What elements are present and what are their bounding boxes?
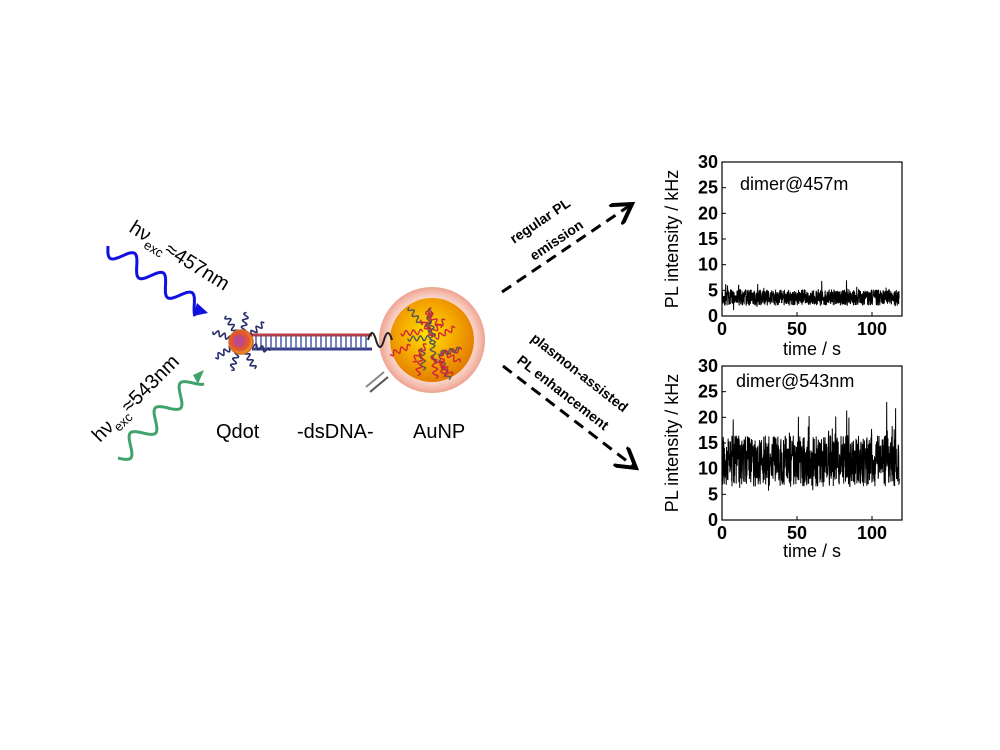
aunp-ligands: [389, 306, 463, 381]
y-tick-label: 25: [698, 178, 718, 198]
chart-457-trace: [721, 280, 900, 311]
chart-543-annotation: dimer@543nm: [736, 371, 854, 391]
dsdna-ladder: [252, 333, 372, 351]
blue-excitation-arrowhead: [193, 303, 208, 316]
y-tick-label: 10: [698, 459, 718, 479]
aunp-label: AuNP: [413, 421, 465, 443]
chart-543-ylabel: PL intensity / kHz: [662, 374, 682, 512]
y-tick-label: 30: [698, 356, 718, 376]
dsdna-label: -dsDNA-: [297, 421, 374, 443]
y-tick-label: 20: [698, 203, 718, 223]
y-tick-label: 30: [698, 152, 718, 172]
green-excitation-wave: [117, 380, 205, 461]
aunp-particle: [365, 287, 485, 393]
dna-coil: [367, 332, 393, 348]
green-excitation: hνexc≈543nm: [88, 351, 205, 461]
y-tick-label: 5: [708, 484, 718, 504]
y-tick-label: 20: [698, 407, 718, 427]
chart-543: 0 5 10 15 20 25 30 0 50 100 dimer@543nm PL inten…: [662, 356, 903, 561]
y-tick-label: 5: [708, 280, 718, 300]
y-tick-label: 15: [698, 433, 718, 453]
blue-excitation-wave: [106, 245, 197, 317]
x-tick-label: 50: [787, 523, 807, 543]
chart-457: 0 5 10 15 20 25 30 0 50 100 dimer@457m PL intens…: [662, 152, 903, 359]
x-tick-label: 50: [787, 319, 807, 339]
chart-543-xlabel: time / s: [783, 541, 841, 561]
chart-457-annotation: dimer@457m: [740, 174, 848, 194]
green-excitation-arrowhead: [193, 370, 204, 384]
qdot-ligands: [212, 311, 271, 372]
x-tick-label: 100: [857, 523, 887, 543]
qdot-label: Qdot: [216, 421, 260, 443]
chart-457-xlabel: time / s: [783, 339, 841, 359]
blue-excitation: hνexc≈457nm: [106, 217, 233, 317]
x-tick-label: 0: [717, 319, 727, 339]
x-tick-label: 0: [717, 523, 727, 543]
qdot-particle: [212, 311, 271, 372]
y-tick-label: 0: [708, 306, 718, 326]
y-tick-label: 10: [698, 255, 718, 275]
upper-arrow: regular PL emission: [501, 194, 632, 294]
blue-excitation-label: hνexc≈457nm: [123, 217, 233, 299]
chart-543-trace: [721, 401, 900, 491]
green-excitation-label: hνexc≈543nm: [88, 351, 187, 450]
chart-457-ylabel: PL intensity / kHz: [662, 170, 682, 308]
y-tick-label: 15: [698, 229, 718, 249]
y-tick-label: 0: [708, 510, 718, 530]
x-tick-label: 100: [857, 319, 887, 339]
y-tick-label: 25: [698, 382, 718, 402]
lower-arrow: plasmon-assisted PL enhancement: [502, 330, 636, 468]
